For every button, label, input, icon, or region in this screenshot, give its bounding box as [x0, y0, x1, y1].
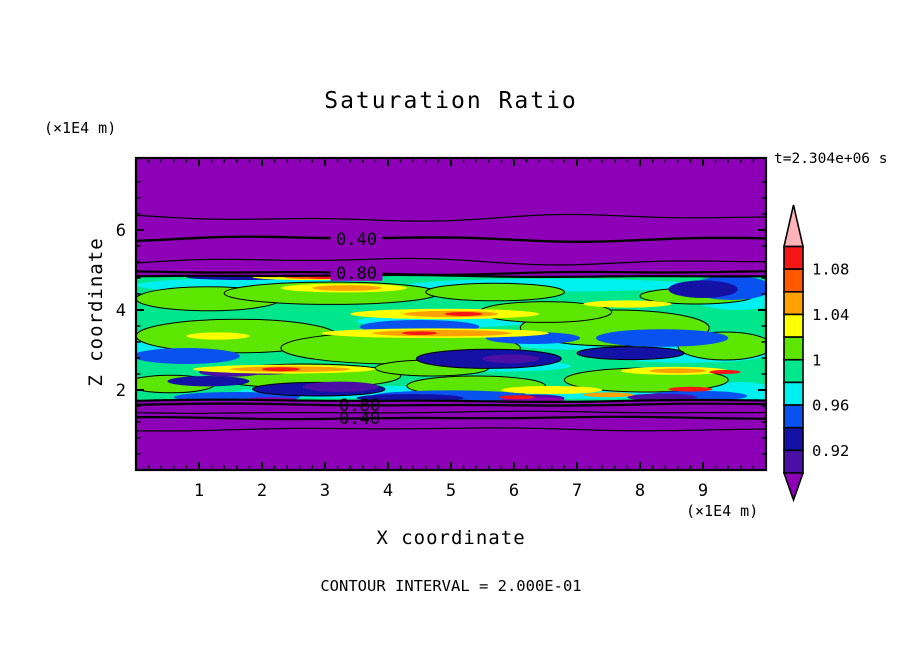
contour-lines	[136, 213, 766, 432]
contour-label: 0.40	[336, 230, 377, 250]
x-axis-title: X coordinate	[376, 527, 526, 549]
x-tick-label: 9	[698, 481, 708, 501]
colorbar-box	[783, 404, 804, 429]
y-tick-label: 4	[116, 301, 126, 321]
x-tick-label: 5	[446, 481, 456, 501]
x-tick-label: 3	[320, 481, 330, 501]
texture-patch	[595, 329, 729, 347]
contour-line-0.2	[136, 427, 766, 432]
texture-patch	[401, 331, 438, 336]
texture-patch	[709, 370, 741, 374]
contour-line-0.6	[136, 257, 766, 266]
contour-line-0.8	[136, 270, 766, 276]
texture-patch	[499, 395, 535, 400]
x-tick-label: 7	[572, 481, 582, 501]
x-tick-label: 8	[635, 481, 645, 501]
contour-line-0.4	[136, 415, 766, 421]
contour-line-0.4	[136, 235, 766, 244]
contour-label: 0.80	[339, 396, 380, 416]
contour-line-0.2	[136, 213, 766, 222]
colorbar-label: 0.92	[812, 442, 849, 460]
contour-label-bg	[330, 264, 383, 281]
texture-patch	[482, 354, 540, 364]
contour-line-0.8	[136, 402, 766, 407]
colorbar-box	[783, 449, 804, 474]
colorbar-box	[783, 336, 804, 361]
y-axis-unit-label: (×1E4 m)	[44, 119, 117, 137]
y-axis-title: Z coordinate	[85, 237, 107, 387]
x-tick-label: 6	[509, 481, 519, 501]
contour-label: 0.40	[339, 409, 380, 429]
texture-patch	[312, 285, 382, 291]
x-tick-label: 2	[257, 481, 267, 501]
texture-patch	[668, 386, 713, 392]
texture-patch	[136, 348, 240, 364]
colorbar-box	[783, 358, 804, 384]
x-axis-unit-label: (×1E4 m)	[686, 502, 759, 520]
colorbar-arrow-top	[782, 204, 805, 248]
colorbar-box	[783, 313, 804, 338]
texture-patch	[302, 381, 379, 392]
texture-patch	[444, 312, 483, 316]
axis-ticks	[136, 158, 766, 470]
colorbar-box	[783, 245, 804, 270]
colorbar-label: 0.96	[812, 397, 849, 415]
colorbar-arrow-bottom	[782, 472, 805, 503]
colorbar-box	[783, 426, 804, 452]
contour-line-0.6	[136, 410, 766, 414]
contour-label-bg	[330, 230, 383, 247]
saturation-band	[136, 276, 766, 401]
plot-title: Saturation Ratio	[324, 88, 578, 114]
time-annotation: t=2.304e+06 s	[774, 151, 888, 167]
texture-patch	[583, 300, 672, 308]
colorbar-label: 1.04	[812, 306, 849, 324]
contour-label: 0.80	[336, 264, 377, 284]
colorbar-label: 1.08	[812, 261, 849, 279]
x-tick-label: 4	[383, 481, 393, 501]
colorbar-box	[783, 290, 804, 316]
colorbar-box	[783, 268, 804, 293]
colorbar-box	[783, 381, 804, 406]
y-tick-label: 2	[116, 381, 126, 401]
texture-patch	[668, 280, 738, 299]
contour-interval-note: CONTOUR INTERVAL = 2.000E-01	[320, 577, 582, 595]
texture-patch	[649, 368, 707, 374]
texture-patch	[372, 330, 511, 337]
texture-patch	[425, 282, 565, 302]
texture-patch	[576, 346, 685, 361]
texture-patch	[356, 394, 464, 401]
texture-patch	[262, 367, 300, 372]
colorbar-label: 1	[812, 351, 821, 369]
colorbar: 1.08 1.04 1 0.96 0.92	[782, 204, 849, 503]
texture-patch	[583, 392, 634, 398]
texture-patch	[167, 376, 250, 387]
texture-patch	[501, 386, 603, 394]
y-tick-label: 6	[116, 221, 126, 241]
x-tick-label: 1	[194, 481, 204, 501]
band-bottom-edge	[136, 398, 766, 403]
texture-patch	[186, 332, 250, 340]
